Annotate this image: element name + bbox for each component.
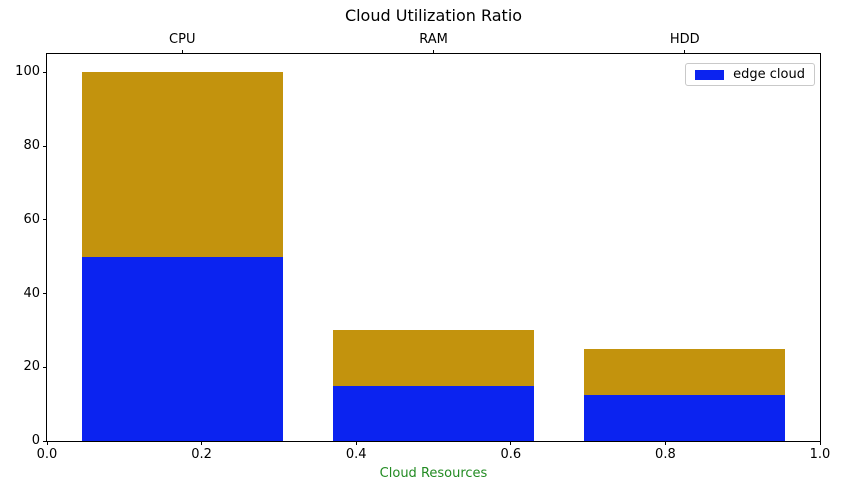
y-tick-mark <box>43 440 47 442</box>
y-tick-mark <box>43 293 47 295</box>
bar-segment-cpu-edge-cloud <box>81 256 283 441</box>
bar-segment-hdd-edge-cloud <box>584 394 786 441</box>
legend: edge cloud <box>685 63 815 86</box>
y-tick-label: 20 <box>23 359 40 375</box>
top-category-label-ram: RAM <box>419 32 448 47</box>
y-tick-mark <box>43 219 47 221</box>
y-tick-mark <box>43 366 47 368</box>
x-tick-label: 0.8 <box>655 447 676 462</box>
x-tick-label: 0.0 <box>36 447 58 462</box>
y-tick-mark <box>43 145 47 147</box>
x-tick-mark <box>664 441 666 445</box>
x-tick-label: 0.4 <box>345 447 367 462</box>
y-tick-label: 0 <box>31 433 40 448</box>
top-tick-mark <box>684 50 686 54</box>
chart-title: Cloud Utilization Ratio <box>344 6 523 25</box>
x-tick-label: 1.0 <box>809 447 831 462</box>
x-axis-label: Cloud Resources <box>379 466 488 481</box>
x-tick-mark <box>355 441 357 445</box>
bar-segment-ram-edge-cloud <box>333 385 534 441</box>
x-tick-mark <box>819 441 821 445</box>
bar-segment-hdd-series1 <box>584 348 786 395</box>
y-tick-label: 40 <box>23 285 40 301</box>
y-tick-label: 60 <box>23 211 40 227</box>
legend-swatch-edge-cloud <box>695 69 725 80</box>
bar-segment-cpu-series1 <box>81 72 283 257</box>
y-tick-label: 80 <box>23 138 40 154</box>
x-tick-label: 0.6 <box>500 447 522 462</box>
top-tick-mark <box>181 50 183 54</box>
legend-label-edge-cloud: edge cloud <box>733 67 805 82</box>
x-tick-mark <box>46 441 48 445</box>
x-tick-mark <box>510 441 512 445</box>
top-tick-mark <box>433 50 434 54</box>
top-category-label-cpu: CPU <box>169 32 196 47</box>
bar-segment-ram-series1 <box>333 330 534 386</box>
top-category-label-hdd: HDD <box>669 32 700 47</box>
x-tick-mark <box>201 441 203 445</box>
y-tick-mark <box>43 71 47 73</box>
y-tick-label: 100 <box>15 64 40 80</box>
x-tick-label: 0.2 <box>191 447 212 462</box>
